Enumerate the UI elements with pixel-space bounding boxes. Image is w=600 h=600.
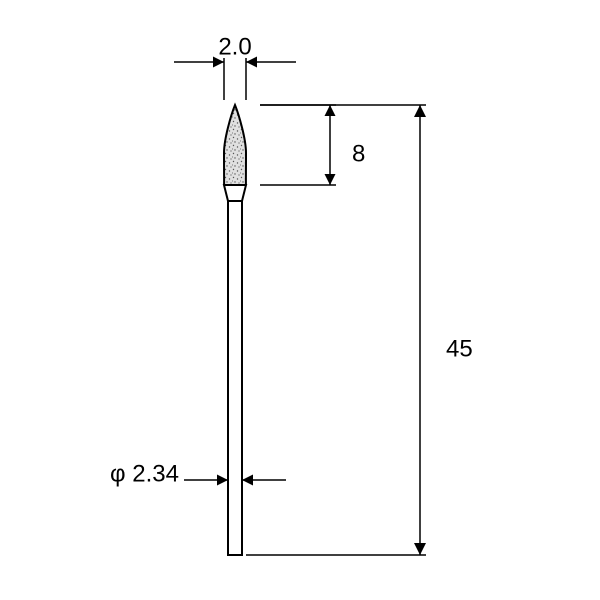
abrasive-tip [224, 105, 246, 185]
dim-shaft-diameter-label: φ 2.34 [110, 460, 179, 487]
dim-tip-height-label: 8 [352, 140, 365, 167]
dim-overall-length-label: 45 [446, 335, 473, 362]
transition-taper [224, 185, 246, 201]
technical-drawing: 2.0 8 45 φ 2.34 [0, 0, 600, 600]
dim-tip-width-label: 2.0 [218, 33, 251, 60]
shaft [228, 201, 242, 555]
